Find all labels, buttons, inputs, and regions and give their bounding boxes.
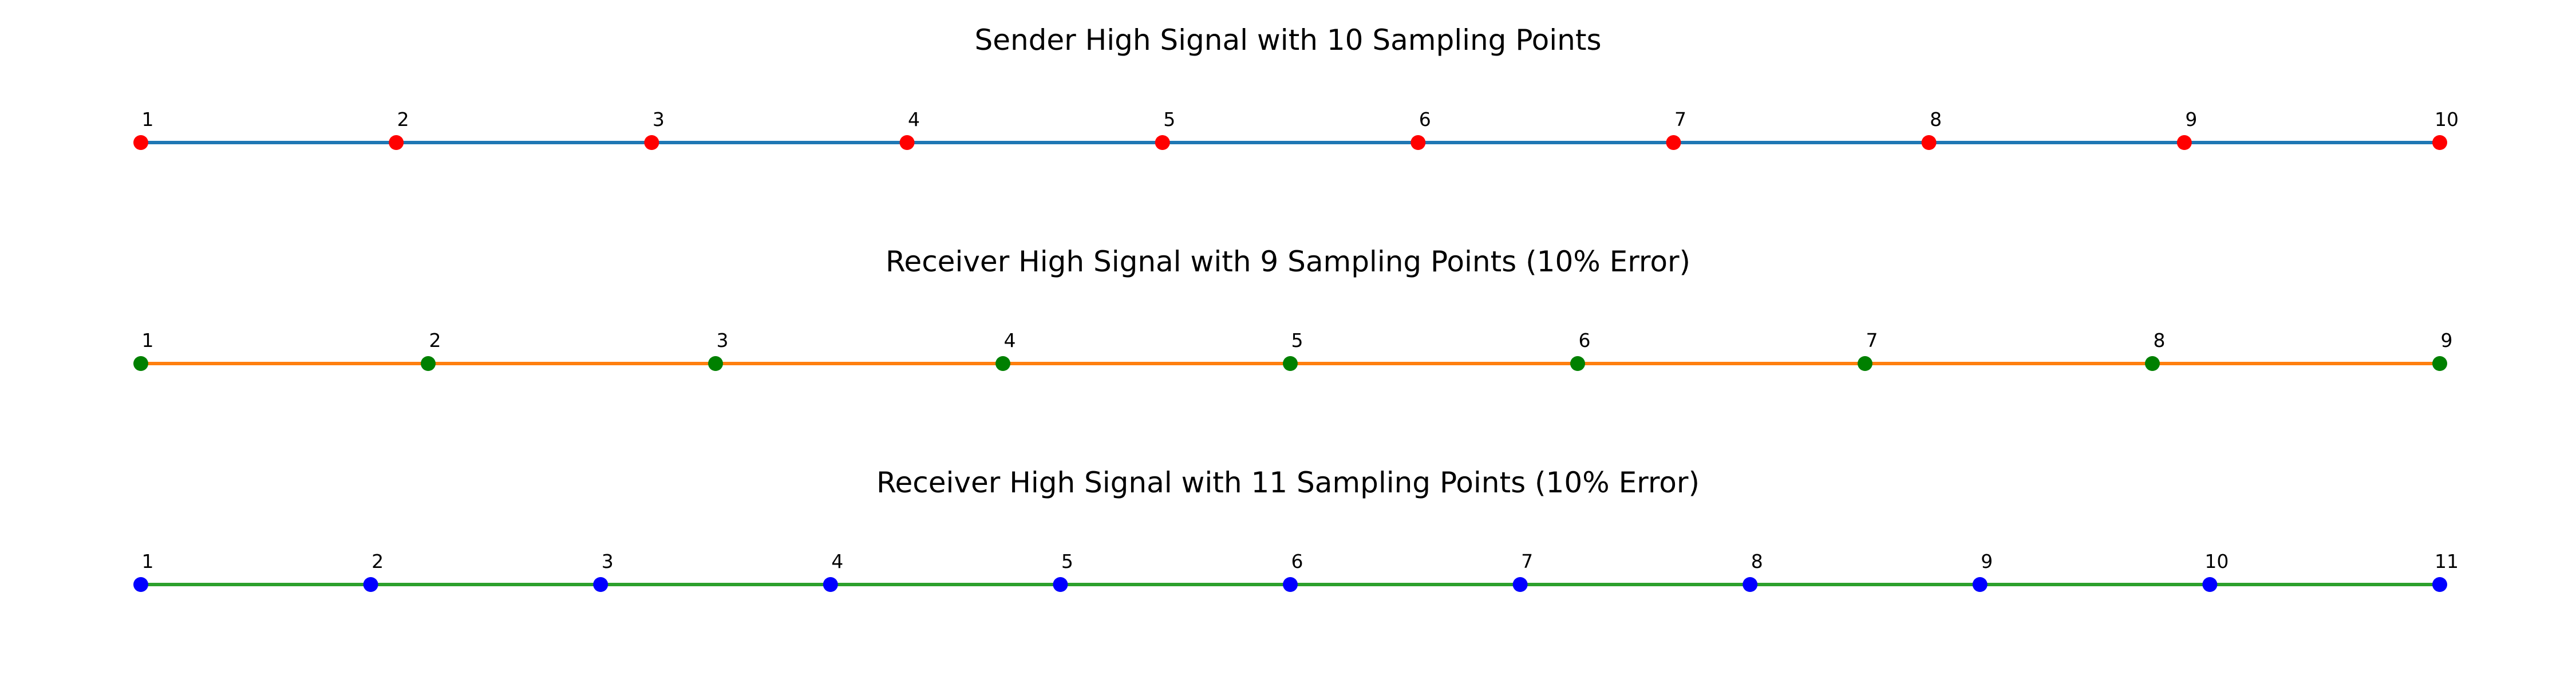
receiver-9-signal-point-1 [133,356,148,371]
receiver-11-signal-point-10 [2202,577,2218,592]
receiver-9-signal-point-2 [421,356,436,371]
receiver-11-signal-point-label-5: 5 [1061,550,1073,572]
sender-signal-point-label-10: 10 [2435,108,2459,131]
receiver-11-signal-point-label-9: 9 [1981,550,1993,572]
receiver-11-signal-point-9 [1972,577,1988,592]
sender-signal-point-label-7: 7 [1674,108,1686,131]
receiver-11-signal-point-11 [2432,577,2447,592]
receiver-11-signal-marks: 1 2 3 4 5 6 7 8 9 10 11 [133,550,2459,592]
receiver-11-signal-title: Receiver High Signal with 11 Sampling Po… [876,466,1700,499]
receiver-11-signal-point-label-6: 6 [1291,550,1303,572]
receiver-9-signal-point-6 [1570,356,1585,371]
sender-signal-point-label-8: 8 [1930,108,1942,131]
sender-signal-point-7 [1666,135,1681,150]
receiver-9-signal-point-label-6: 6 [1579,329,1591,352]
sender-signal-panel: Sender High Signal with 10 Sampling Poin… [133,23,2459,150]
receiver-11-signal-point-label-11: 11 [2435,550,2459,572]
sender-signal-point-4 [899,135,915,150]
receiver-11-signal-point-2 [363,577,378,592]
sender-signal-point-label-1: 1 [142,108,154,131]
sender-signal-point-9 [2176,135,2192,150]
sender-signal-point-label-3: 3 [653,108,665,131]
receiver-9-signal-point-label-2: 2 [429,329,441,352]
receiver-9-signal-point-label-9: 9 [2441,329,2453,352]
sender-signal-point-3 [644,135,659,150]
sender-signal-point-10 [2432,135,2447,150]
receiver-9-signal-point-label-1: 1 [142,329,154,352]
sender-signal-point-label-2: 2 [397,108,409,131]
receiver-11-signal-point-label-7: 7 [1521,550,1533,572]
receiver-11-signal-point-1 [133,577,148,592]
receiver-11-signal-panel: Receiver High Signal with 11 Sampling Po… [133,466,2459,592]
sender-signal-title: Sender High Signal with 10 Sampling Poin… [974,23,1601,57]
receiver-11-signal-point-label-3: 3 [602,550,614,572]
receiver-9-signal-point-9 [2432,356,2447,371]
sender-signal-marks: 1 2 3 4 5 6 7 8 9 10 [133,108,2459,150]
receiver-11-signal-point-3 [593,577,609,592]
receiver-9-signal-point-3 [708,356,723,371]
sender-signal-point-1 [133,135,148,150]
sender-signal-point-label-5: 5 [1163,108,1175,131]
receiver-11-signal-point-label-1: 1 [142,550,154,572]
sender-signal-point-6 [1411,135,1426,150]
receiver-11-signal-point-8 [1743,577,1758,592]
sender-signal-point-label-6: 6 [1419,108,1431,131]
receiver-11-signal-point-6 [1283,577,1298,592]
receiver-9-signal-marks: 1 2 3 4 5 6 7 8 9 [133,329,2453,371]
sender-signal-point-5 [1155,135,1170,150]
receiver-11-signal-point-label-10: 10 [2204,550,2229,572]
receiver-9-signal-panel: Receiver High Signal with 9 Sampling Poi… [133,245,2453,371]
receiver-9-signal-point-4 [995,356,1010,371]
sender-signal-point-2 [389,135,404,150]
receiver-9-signal-point-label-3: 3 [717,329,729,352]
receiver-11-signal-point-label-4: 4 [831,550,843,572]
receiver-9-signal-point-label-8: 8 [2154,329,2166,352]
sender-signal-point-8 [1921,135,1937,150]
receiver-9-signal-point-5 [1283,356,1298,371]
receiver-9-signal-point-7 [1858,356,1872,371]
receiver-11-signal-point-label-8: 8 [1751,550,1763,572]
receiver-11-signal-point-4 [823,577,838,592]
receiver-9-signal-title: Receiver High Signal with 9 Sampling Poi… [886,245,1690,278]
receiver-9-signal-point-label-7: 7 [1866,329,1878,352]
receiver-9-signal-point-8 [2145,356,2160,371]
sender-signal-point-label-4: 4 [908,108,920,131]
receiver-9-signal-point-label-4: 4 [1004,329,1016,352]
sender-signal-point-label-9: 9 [2185,108,2197,131]
receiver-11-signal-point-label-2: 2 [372,550,384,572]
receiver-11-signal-point-7 [1512,577,1528,592]
receiver-11-signal-point-5 [1053,577,1068,592]
receiver-9-signal-point-label-5: 5 [1291,329,1303,352]
